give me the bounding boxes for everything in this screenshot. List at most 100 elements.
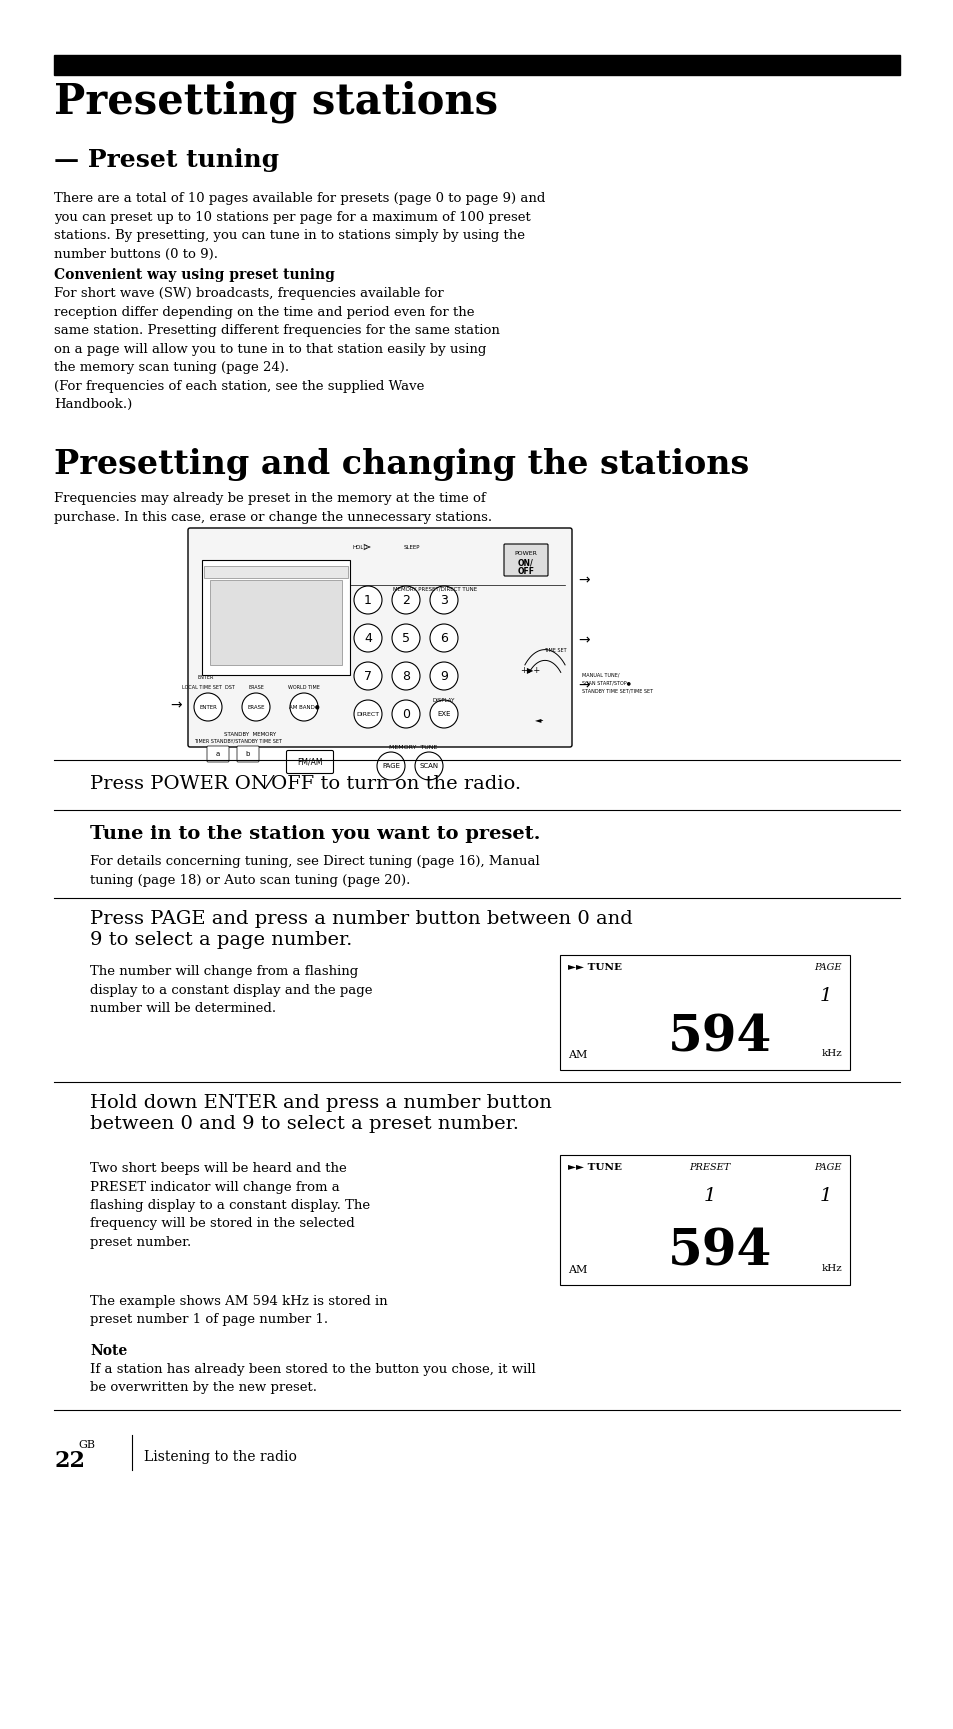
Circle shape [376, 752, 405, 780]
Bar [559, 954, 849, 1070]
Circle shape [354, 662, 381, 690]
Text: b: b [246, 750, 250, 757]
Text: OFF: OFF [517, 567, 534, 576]
Text: 1: 1 [819, 987, 831, 1005]
Text: The number will change from a flashing
display to a constant display and the pag: The number will change from a flashing d… [90, 965, 372, 1015]
Text: →: → [578, 633, 589, 647]
Text: 1: 1 [703, 1188, 716, 1205]
Text: Presetting and changing the stations: Presetting and changing the stations [54, 448, 748, 481]
Text: MEMORY PRESET/DIRECT TUNE: MEMORY PRESET/DIRECT TUNE [393, 586, 476, 591]
Text: 8: 8 [401, 669, 410, 683]
Circle shape [430, 662, 457, 690]
Text: AM: AM [567, 1266, 587, 1274]
Text: The example shows AM 594 kHz is stored in
preset number 1 of page number 1.: The example shows AM 594 kHz is stored i… [90, 1295, 387, 1326]
Text: WORLD TIME: WORLD TIME [288, 685, 319, 690]
Text: Frequencies may already be preset in the memory at the time of
purchase. In this: Frequencies may already be preset in the… [54, 493, 492, 524]
Circle shape [392, 662, 419, 690]
Text: 9: 9 [439, 669, 448, 683]
Text: ►► TUNE: ►► TUNE [567, 963, 621, 972]
Text: kHz: kHz [821, 1050, 841, 1058]
Text: HOLD: HOLD [352, 545, 368, 550]
Text: ◄-: ◄- [535, 716, 544, 724]
Text: Press PAGE and press a number button between 0 and
9 to select a page number.: Press PAGE and press a number button bet… [90, 909, 632, 949]
Text: FM/AM: FM/AM [297, 757, 322, 766]
Text: 22: 22 [54, 1451, 85, 1471]
Text: ENTER: ENTER [197, 674, 214, 679]
Circle shape [392, 700, 419, 728]
Text: POWER: POWER [514, 550, 537, 555]
Text: →: → [170, 699, 181, 712]
Text: →: → [578, 678, 589, 692]
Text: PAGE: PAGE [814, 963, 841, 972]
Circle shape [430, 624, 457, 652]
Circle shape [354, 586, 381, 614]
Text: If a station has already been stored to the button you chose, it will
be overwri: If a station has already been stored to … [90, 1362, 536, 1395]
Text: Listening to the radio: Listening to the radio [144, 1451, 296, 1464]
Text: For short wave (SW) broadcasts, frequencies available for
reception differ depen: For short wave (SW) broadcasts, frequenc… [54, 287, 499, 412]
Text: GB: GB [78, 1440, 95, 1451]
Circle shape [430, 700, 457, 728]
Text: TIME SET: TIME SET [543, 647, 566, 652]
Bar [204, 565, 348, 577]
Text: AM: AM [567, 1050, 587, 1060]
Text: EXE: EXE [436, 711, 450, 718]
Text: PAGE: PAGE [814, 1164, 841, 1172]
Text: +▶+: +▶+ [519, 666, 539, 674]
Text: ENTER: ENTER [199, 704, 216, 709]
Circle shape [415, 752, 442, 780]
Circle shape [354, 624, 381, 652]
Text: 0: 0 [401, 707, 410, 721]
Text: Presetting stations: Presetting stations [54, 80, 497, 123]
Text: For details concerning tuning, see Direct tuning (page 16), Manual
tuning (page : For details concerning tuning, see Direc… [90, 856, 539, 887]
FancyBboxPatch shape [188, 527, 572, 747]
Text: Hold down ENTER and press a number button
between 0 and 9 to select a preset num: Hold down ENTER and press a number butto… [90, 1094, 551, 1132]
Bar [54, 55, 899, 74]
Text: ERASE: ERASE [247, 704, 265, 709]
Text: Note: Note [90, 1343, 127, 1357]
Text: 6: 6 [439, 631, 448, 645]
Circle shape [242, 693, 270, 721]
Text: 4: 4 [364, 631, 372, 645]
Text: kHz: kHz [821, 1264, 841, 1273]
Text: SCAN: SCAN [419, 762, 438, 769]
Text: — Preset tuning: — Preset tuning [54, 149, 279, 171]
Text: LOCAL TIME SET  DST: LOCAL TIME SET DST [181, 685, 234, 690]
Text: There are a total of 10 pages available for presets (page 0 to page 9) and
you c: There are a total of 10 pages available … [54, 192, 545, 261]
Text: Two short beeps will be heard and the
PRESET indicator will change from a
flashi: Two short beeps will be heard and the PR… [90, 1162, 370, 1248]
FancyBboxPatch shape [503, 545, 547, 576]
Text: 1: 1 [364, 593, 372, 607]
Text: STANDBY  MEMORY: STANDBY MEMORY [224, 731, 275, 737]
Text: 594: 594 [667, 1013, 771, 1062]
Bar [210, 579, 341, 666]
FancyBboxPatch shape [207, 745, 229, 762]
Text: →: → [578, 572, 589, 588]
Text: PRESET: PRESET [689, 1164, 730, 1172]
Bar [559, 1155, 849, 1285]
Text: SLEEP: SLEEP [403, 545, 420, 550]
Text: ON/: ON/ [517, 558, 534, 567]
Text: AM BAND●: AM BAND● [289, 704, 319, 709]
Text: Tune in to the station you want to preset.: Tune in to the station you want to prese… [90, 825, 540, 844]
Text: SCAN START/STOP●: SCAN START/STOP● [581, 681, 630, 685]
FancyBboxPatch shape [236, 745, 258, 762]
Bar [202, 560, 350, 674]
Text: Convenient way using preset tuning: Convenient way using preset tuning [54, 268, 335, 282]
Text: ►► TUNE: ►► TUNE [567, 1164, 621, 1172]
Text: 594: 594 [667, 1228, 771, 1278]
Text: 1: 1 [819, 1188, 831, 1205]
Text: 3: 3 [439, 593, 448, 607]
Text: TIMER STANDBY/STANDBY TIME SET: TIMER STANDBY/STANDBY TIME SET [193, 738, 282, 743]
Circle shape [354, 700, 381, 728]
Circle shape [392, 586, 419, 614]
Text: 2: 2 [401, 593, 410, 607]
Text: a: a [215, 750, 220, 757]
Circle shape [290, 693, 317, 721]
Circle shape [430, 586, 457, 614]
Text: ERASE: ERASE [248, 685, 264, 690]
Text: MANUAL TUNE/: MANUAL TUNE/ [581, 673, 618, 678]
Circle shape [392, 624, 419, 652]
Text: DISPLAY: DISPLAY [433, 697, 455, 702]
Text: 5: 5 [401, 631, 410, 645]
Text: PAGE: PAGE [381, 762, 399, 769]
FancyBboxPatch shape [286, 750, 334, 773]
